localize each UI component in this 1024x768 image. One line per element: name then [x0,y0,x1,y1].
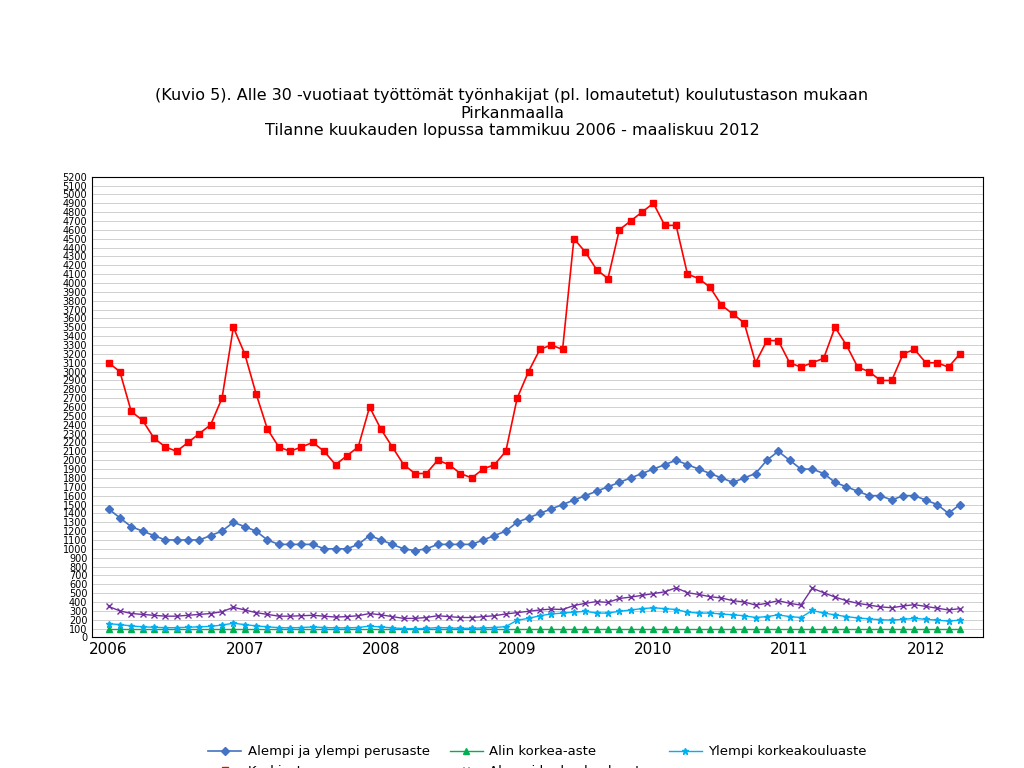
Alempi ja ylempi perusaste [102,505,115,514]
Alempi korkeakouluaste [658,588,671,597]
Alempi ja ylempi perusaste [953,500,966,509]
Keskiaste [556,345,568,354]
Keskiaste [953,349,966,359]
Ylempi korkeakouluaste [102,619,115,628]
Legend: Alempi ja ylempi perusaste, Keskiaste, Alin korkea-aste, Alempi korkeakouluaste,: Alempi ja ylempi perusaste, Keskiaste, A… [208,746,867,768]
Alempi korkeakouluaste [953,604,966,613]
Alin korkea-aste [182,624,195,633]
Alempi korkeakouluaste [692,590,705,599]
Keskiaste [647,199,659,208]
Alempi korkeakouluaste [102,602,115,611]
Ylempi korkeakouluaste [397,624,410,633]
Alempi ja ylempi perusaste [409,546,421,555]
Ylempi korkeakouluaste [692,608,705,617]
Alempi ja ylempi perusaste [182,535,195,545]
Ylempi korkeakouluaste [806,606,818,615]
Alempi ja ylempi perusaste [556,500,568,509]
Text: (Kuvio 5). Alle 30 -vuotiaat työttömät työnhakijat (pl. lomautetut) koulutustaso: (Kuvio 5). Alle 30 -vuotiaat työttömät t… [156,88,868,138]
Ylempi korkeakouluaste [670,605,682,614]
Line: Alin korkea-aste: Alin korkea-aste [105,625,964,632]
Alempi ja ylempi perusaste [397,545,410,554]
Alempi korkeakouluaste [182,611,195,620]
Keskiaste [670,220,682,230]
Ylempi korkeakouluaste [647,603,659,612]
Keskiaste [806,358,818,367]
Alempi ja ylempi perusaste [806,465,818,474]
Ylempi korkeakouluaste [953,616,966,625]
Alin korkea-aste [953,624,966,633]
Alempi korkeakouluaste [397,614,410,623]
Alin korkea-aste [647,624,659,633]
Ylempi korkeakouluaste [182,623,195,632]
Alempi korkeakouluaste [670,583,682,592]
Alin korkea-aste [397,624,410,633]
Keskiaste [692,274,705,283]
Ylempi korkeakouluaste [409,624,421,634]
Keskiaste [182,438,195,447]
Alempi korkeakouluaste [409,614,421,623]
Alempi korkeakouluaste [556,605,568,614]
Alin korkea-aste [102,624,115,633]
Alin korkea-aste [783,624,796,633]
Alempi ja ylempi perusaste [681,460,693,469]
Keskiaste [102,358,115,367]
Alempi korkeakouluaste [806,584,818,593]
Alempi ja ylempi perusaste [658,460,671,469]
Keskiaste [397,460,410,469]
Line: Alempi korkeakouluaste: Alempi korkeakouluaste [105,584,964,622]
Alin korkea-aste [670,624,682,633]
Line: Keskiaste: Keskiaste [105,200,963,481]
Keskiaste [466,473,478,482]
Line: Alempi ja ylempi perusaste: Alempi ja ylempi perusaste [105,449,963,554]
Ylempi korkeakouluaste [556,608,568,617]
Line: Ylempi korkeakouluaste: Ylempi korkeakouluaste [105,604,964,632]
Alempi ja ylempi perusaste [772,447,784,456]
Alin korkea-aste [545,624,557,633]
